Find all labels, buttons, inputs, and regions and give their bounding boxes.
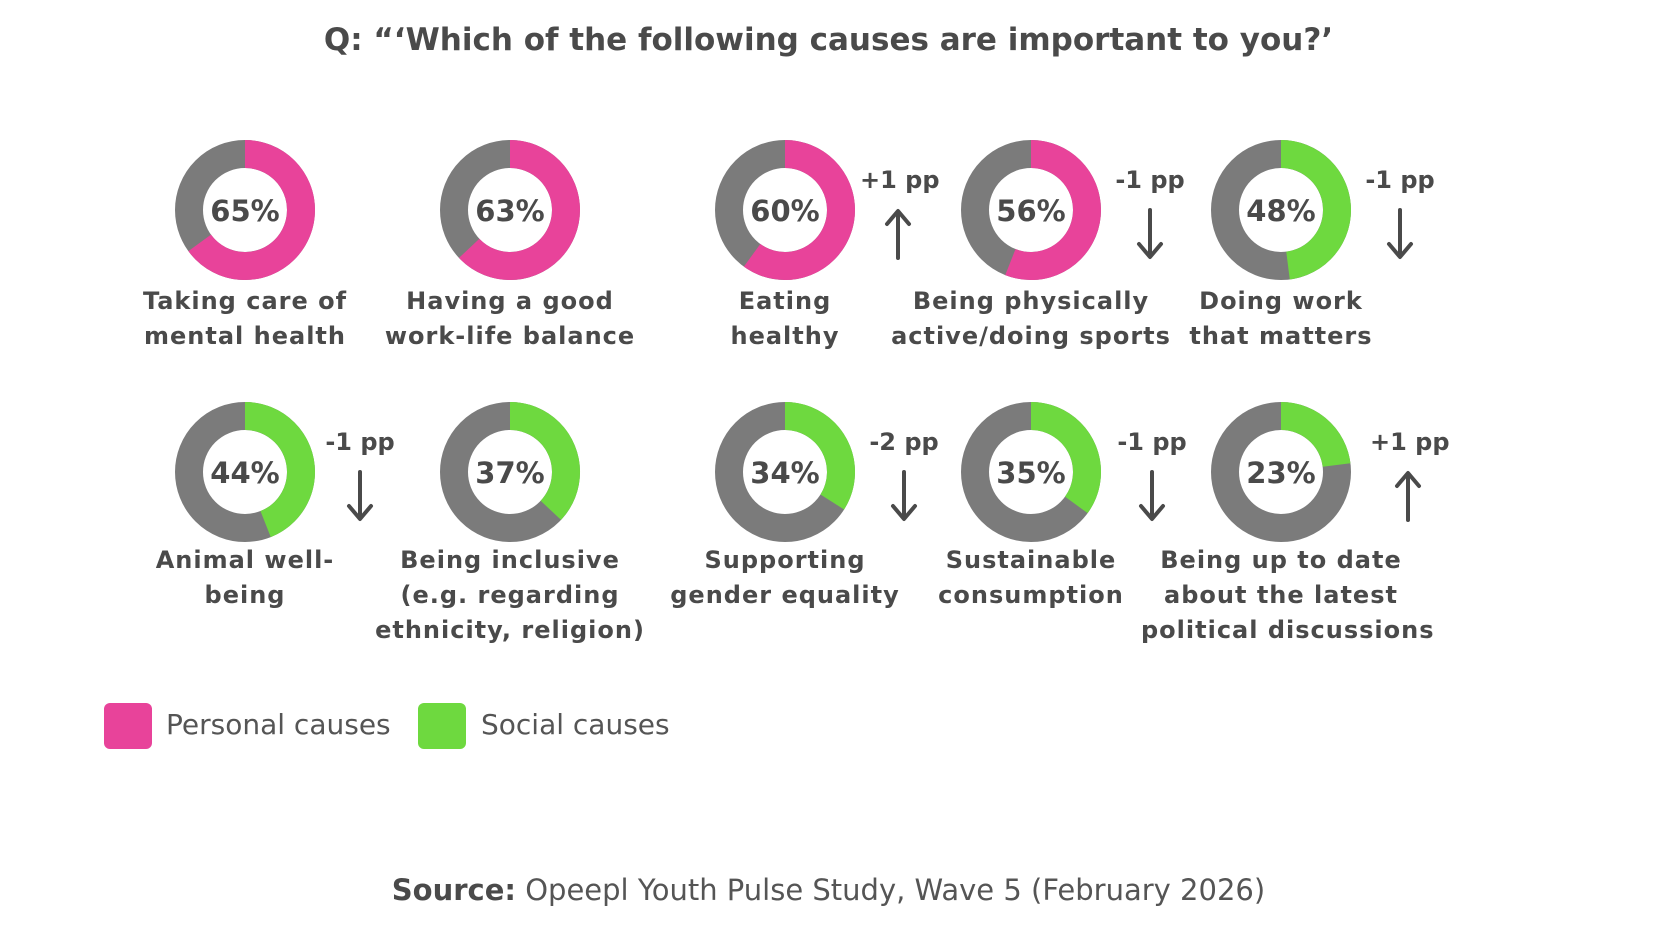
cause-label-line: that matters [1189,322,1373,350]
cause-label-line: Doing work [1199,287,1363,315]
legend-swatch-social [418,703,466,749]
donut-percent-label-4: 48% [1246,194,1315,228]
source-label: Source: [391,873,517,907]
arrow-up-icon-9 [1395,471,1421,522]
legend-label-personal: Personal causes [166,708,391,741]
donut-percent-label-5: 44% [210,456,279,490]
cause-label-line: ethnicity, religion) [375,616,645,644]
change-label-5: -1 pp [325,428,395,456]
donut-percent-label-1: 63% [475,194,544,228]
change-label-8: -1 pp [1117,428,1187,456]
change-label-4: -1 pp [1365,166,1435,194]
arrow-down-icon-8 [1139,470,1165,521]
donut-value-arc-5 [244,402,315,538]
donut-percent-label-2: 60% [750,194,819,228]
change-label-2: +1 pp [860,166,940,194]
cause-label-line: work-life balance [384,322,636,350]
cause-label-line: Sustainable [945,546,1117,574]
donut-value-arc-2 [743,140,855,280]
donut-8: 35% [961,402,1101,542]
cause-label-3: Being physically active/doing sports [891,284,1171,354]
source-note: Source: Opeepl Youth Pulse Study, Wave 5… [0,873,1657,907]
donut-value-arc-6 [509,402,580,520]
cause-label-line: consumption [938,581,1124,609]
cause-label-2: Eating healthy [645,284,925,354]
cause-label-line: Supporting [704,546,866,574]
cause-label-6: Being inclusive (e.g. regarding ethnicity,… [370,543,650,648]
cause-label-9: Being up to date about the latest politica… [1141,543,1435,648]
cause-label-1: Having a good work-life balance [370,284,650,354]
donut-value-arc-3 [1005,140,1101,280]
cause-label-line: political discussions [1141,616,1435,644]
cause-label-line: Being physically [912,287,1150,315]
donut-percent-label-7: 34% [750,456,819,490]
cause-label-line: Being inclusive [400,546,620,574]
arrow-up-icon-2 [885,209,911,260]
source-text: Opeepl Youth Pulse Study, Wave 5 (Februa… [525,873,1266,907]
cause-label-0: Taking care of mental health [105,284,385,354]
donut-percent-label-3: 56% [996,194,1065,228]
donut-value-arc-1 [458,140,580,280]
cause-label-line: Animal well- [155,546,335,574]
change-label-7: -2 pp [869,428,939,456]
donut-percent-label-0: 65% [210,194,279,228]
cause-label-5: Animal well-being [105,543,385,613]
arrow-down-icon-4 [1387,208,1413,259]
donut-value-arc-9 [1280,402,1351,468]
donut-0: 65% [175,140,315,280]
donut-percent-label-9: 23% [1246,456,1315,490]
legend-swatch-personal [104,703,152,749]
donut-2: 60% [715,140,855,280]
donut-6: 37% [440,402,580,542]
cause-label-line: Being up to date [1160,546,1402,574]
donut-value-arc-0 [188,140,315,280]
cause-label-7: Supporting gender equality [645,543,925,613]
donut-percent-label-8: 35% [996,456,1065,490]
donut-value-arc-8 [1030,402,1101,514]
cause-label-line: being [204,581,286,609]
cause-label-line: active/doing sports [891,322,1171,350]
donut-3: 56% [961,140,1101,280]
arrow-down-icon-7 [891,470,917,521]
donut-value-arc-7 [784,402,855,510]
donut-5: 44% [175,402,315,542]
change-label-9: +1 pp [1370,428,1450,456]
donut-1: 63% [440,140,580,280]
cause-label-line: Taking care of [142,287,348,315]
chart-title: Q: “‘Which of the following causes are i… [323,22,1334,58]
cause-label-4: Doing work that matters [1141,284,1421,354]
cause-label-line: (e.g. regarding [400,581,620,609]
donut-4: 48% [1211,140,1351,280]
cause-label-8: Sustainable consumption [891,543,1171,613]
donut-9: 23% [1211,402,1351,542]
cause-label-line: gender equality [670,581,900,609]
arrow-down-icon-3 [1137,208,1163,259]
donut-percent-label-6: 37% [475,456,544,490]
cause-label-line: mental health [144,322,346,350]
cause-label-line: Having a good [406,287,614,315]
cause-label-line: healthy [730,322,840,350]
cause-label-line: Eating [738,287,832,315]
donut-value-arc-4 [1280,140,1351,280]
arrow-down-icon-5 [347,470,373,521]
donut-7: 34% [715,402,855,542]
cause-label-line: about the latest [1164,581,1398,609]
legend-label-social: Social causes [481,708,670,741]
change-label-3: -1 pp [1115,166,1185,194]
